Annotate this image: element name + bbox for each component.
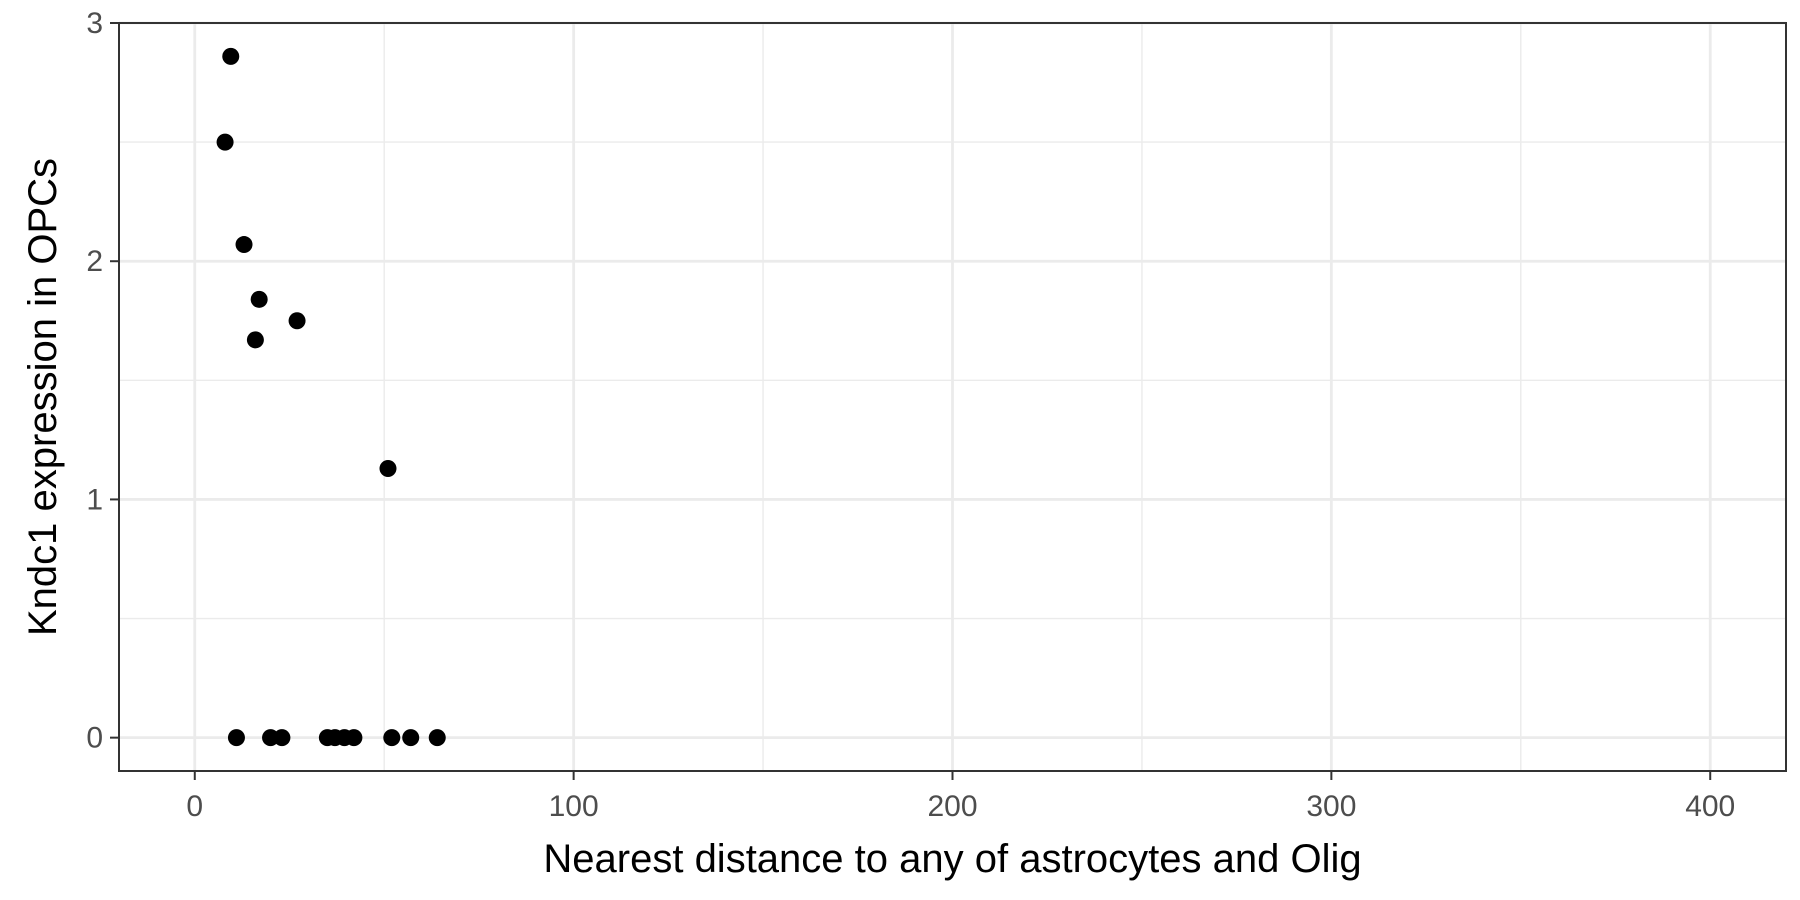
axis-layer: 0 100 200 300 400 0 1 2 3 <box>86 7 1735 823</box>
y-tick-label: 1 <box>86 483 103 516</box>
y-tick-label: 0 <box>86 722 103 755</box>
x-tick-label: 400 <box>1685 790 1735 823</box>
x-tick-label: 300 <box>1306 790 1356 823</box>
scatter-point <box>383 729 401 747</box>
scatter-point <box>273 729 291 747</box>
scatter-point <box>227 729 245 747</box>
y-axis-title: Kndc1 expression in OPCs <box>21 158 65 636</box>
scatter-point <box>216 133 234 151</box>
grid-layer <box>119 21 1786 771</box>
x-tick-label: 100 <box>549 790 599 823</box>
scatter-point <box>379 459 397 477</box>
y-tick-label: 3 <box>86 7 103 40</box>
points-layer <box>216 47 446 747</box>
y-tick-label: 2 <box>86 245 103 278</box>
x-axis-title: Nearest distance to any of astrocytes an… <box>543 837 1361 881</box>
scatter-point <box>428 729 446 747</box>
scatter-point <box>222 47 240 65</box>
scatter-point <box>288 312 306 330</box>
x-tick-label: 0 <box>186 790 203 823</box>
x-tick-label: 200 <box>927 790 977 823</box>
scatter-point <box>402 729 420 747</box>
scatter-point <box>250 290 268 308</box>
scatter-point <box>345 729 363 747</box>
scatter-point <box>246 331 264 349</box>
scatter-point <box>235 236 253 254</box>
